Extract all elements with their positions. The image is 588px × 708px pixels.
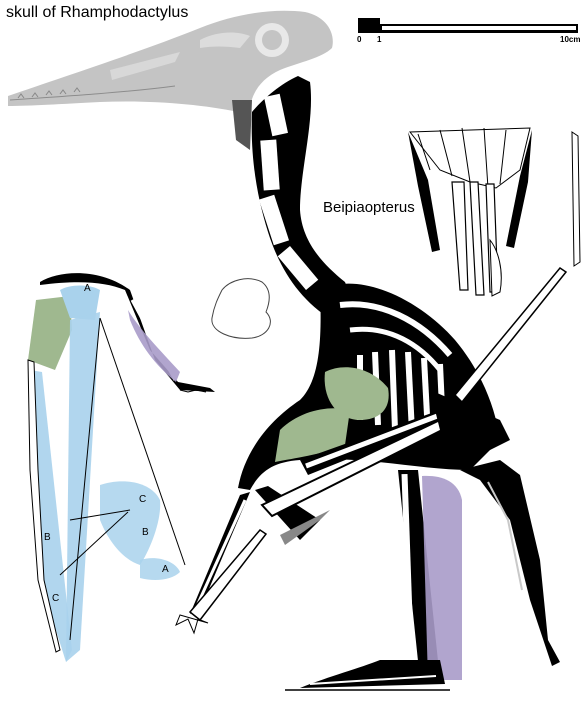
scale-bar (358, 18, 578, 33)
scale-tick-ten: 10cm (560, 35, 581, 44)
diagram-title: skull of Rhamphodactylus (6, 4, 189, 21)
wing-label-b-right: B (142, 527, 149, 538)
scale-tick-one: 1 (377, 35, 382, 44)
hindlimb (285, 460, 560, 691)
species-label: Beipiaopterus (323, 199, 415, 216)
neck-and-vertebrae (251, 76, 352, 320)
wing-label-a-bottom: A (162, 564, 169, 575)
wing-label-b-left: B (44, 532, 51, 543)
wing-inset (27, 273, 215, 662)
forelimb (175, 267, 568, 635)
torso (238, 283, 500, 490)
bone-fragment-outline (211, 278, 271, 339)
wing-label-a-top: A (84, 283, 91, 294)
wing-label-c-right: C (139, 494, 147, 505)
hand-inset (408, 127, 581, 297)
wing-label-c-left: C (52, 593, 60, 604)
scale-tick-zero: 0 (357, 35, 362, 44)
skull-rhamphodactylus (8, 10, 333, 150)
